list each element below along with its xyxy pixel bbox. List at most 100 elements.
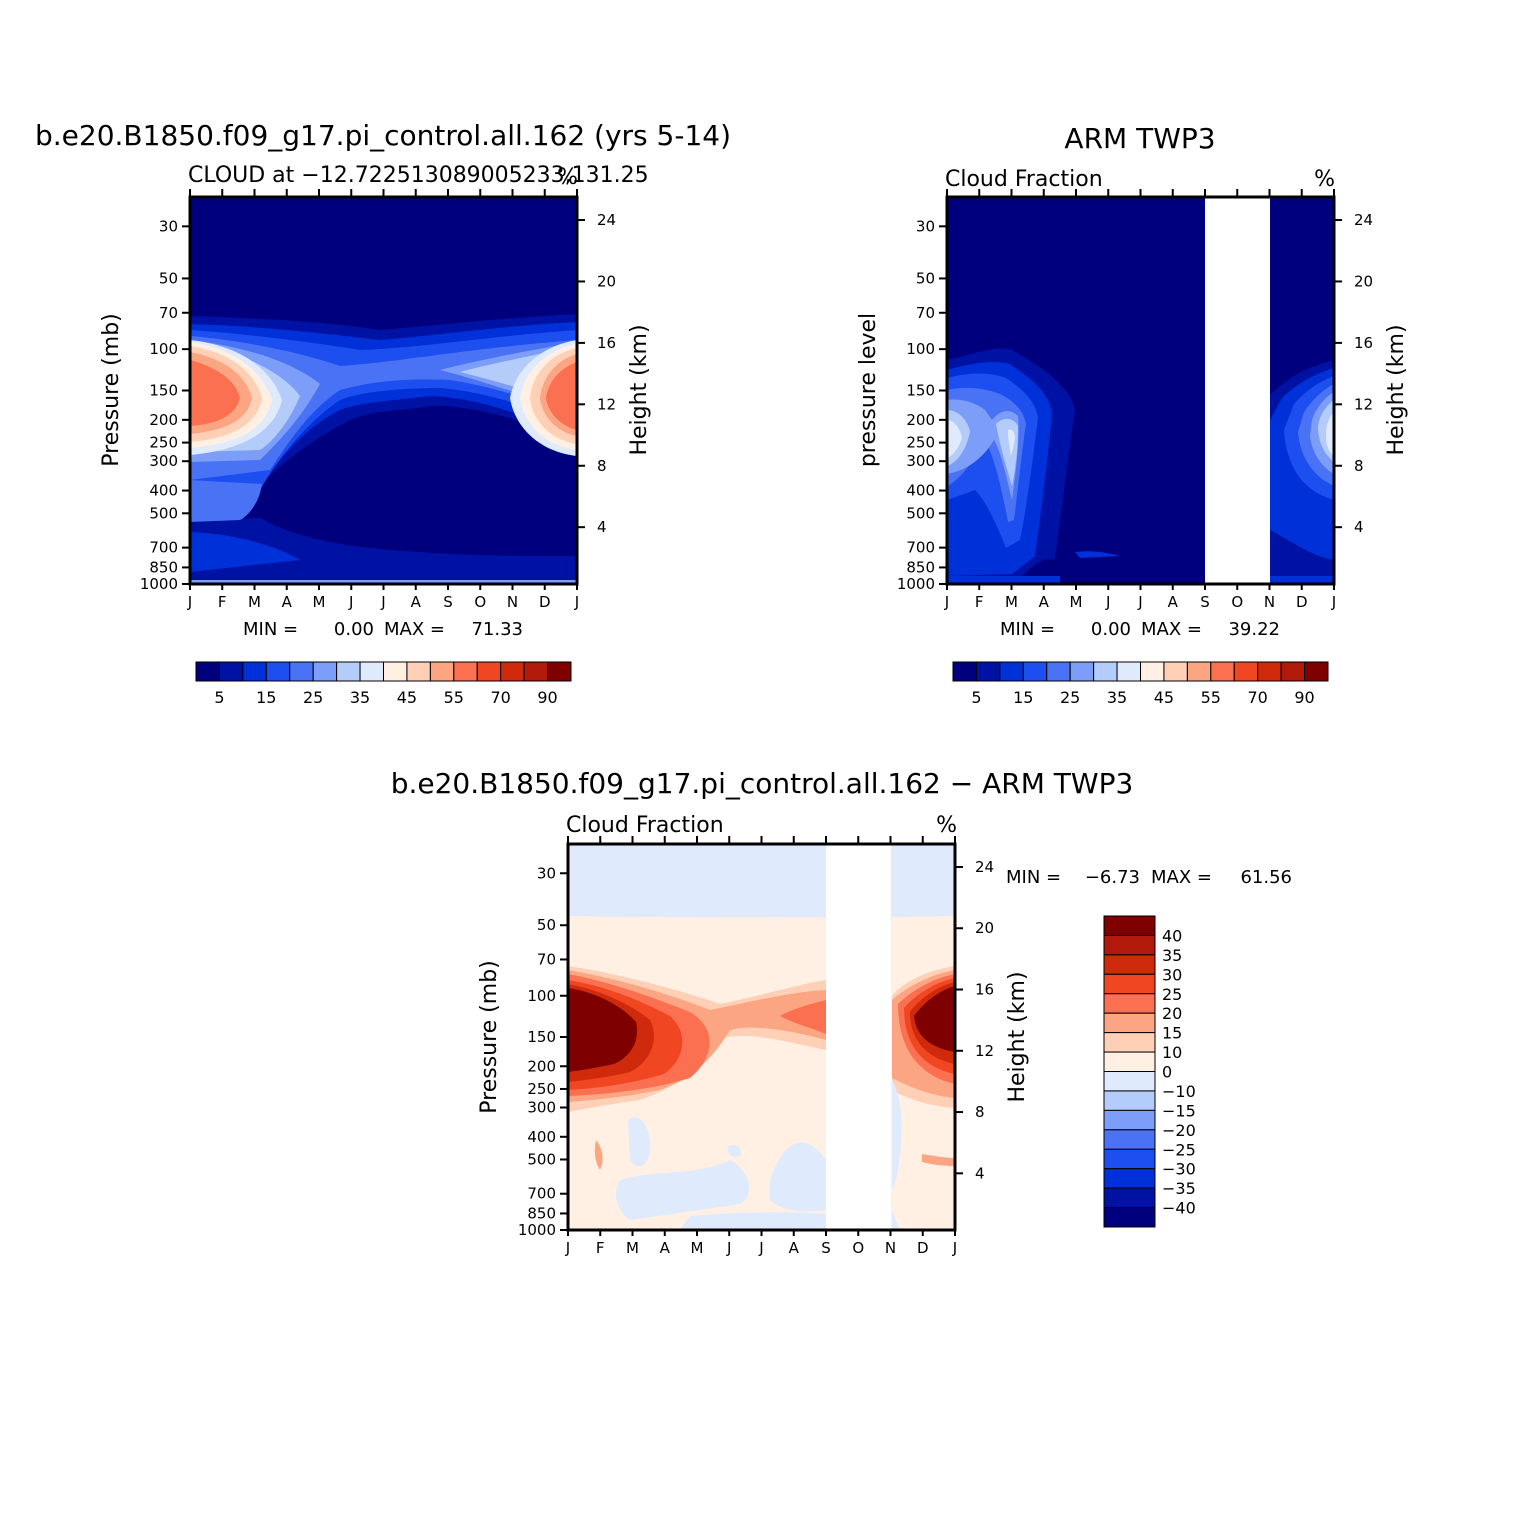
pressure-tick-label: 100 — [527, 987, 556, 1005]
panel-diff-units: % — [936, 813, 957, 838]
colorbar-swatch — [1093, 661, 1118, 682]
pressure-tick-label: 100 — [906, 340, 935, 358]
pressure-tick-label: 150 — [906, 382, 935, 400]
pressure-tick-label: 700 — [149, 539, 178, 557]
colorbar-swatch — [1103, 1071, 1156, 1092]
month-tick-label: J — [758, 1239, 763, 1257]
height-tick-label: 24 — [975, 858, 994, 876]
pressure-tick-label: 500 — [149, 504, 178, 522]
month-tick-label: J — [944, 593, 949, 611]
colorbar-swatch — [999, 661, 1024, 682]
colorbar-swatch — [242, 661, 267, 682]
pressure-tick-label: 300 — [527, 1099, 556, 1117]
month-tick-label: S — [443, 593, 453, 611]
pressure-tick-label: 70 — [159, 304, 178, 322]
panel-diff-min-value: −6.73 — [1085, 867, 1140, 888]
month-tick-label: A — [1168, 593, 1179, 611]
panel-obs: ARM TWP3 Cloud Fraction % — [856, 122, 1409, 707]
colorbar-label: 45 — [1154, 688, 1174, 707]
colorbar-swatch — [359, 661, 384, 682]
height-tick-label: 8 — [975, 1103, 985, 1121]
pressure-tick-label: 700 — [906, 539, 935, 557]
month-tick-label: O — [1231, 593, 1243, 611]
colorbar-swatch — [1280, 661, 1306, 682]
colorbar-swatch — [1103, 915, 1156, 936]
panel-model-units: % — [557, 165, 578, 190]
colorbar-swatch — [952, 661, 977, 682]
pressure-tick-label: 400 — [906, 482, 935, 500]
colorbar-swatch — [406, 661, 431, 682]
month-tick-label: N — [507, 593, 518, 611]
panel-model-colorbar: 5 15 25 35 45 55 70 90 — [195, 661, 572, 707]
colorbar-swatch — [1103, 934, 1156, 956]
colorbar-label: −25 — [1162, 1140, 1196, 1159]
pressure-tick-label: 250 — [527, 1080, 556, 1098]
panel-model-max-label: MAX = — [384, 619, 445, 640]
pressure-tick-label: 30 — [916, 217, 935, 235]
panel-obs-height-axis: 24 20 16 12 8 4 — [1334, 211, 1373, 536]
colorbar-label: −30 — [1162, 1160, 1196, 1179]
colorbar-swatch — [312, 661, 338, 682]
colorbar-swatch — [1140, 661, 1165, 682]
pressure-tick-label: 400 — [527, 1128, 556, 1146]
colorbar-swatch — [383, 661, 408, 682]
colorbar-swatch — [1046, 661, 1071, 682]
panel-obs-colorbar: 5 15 25 35 45 55 70 90 — [952, 661, 1329, 707]
colorbar-label: 15 — [1162, 1024, 1182, 1043]
colorbar-swatch — [1103, 1051, 1156, 1072]
panel-obs-min-label: MIN = — [1000, 619, 1055, 640]
month-tick-label: D — [539, 593, 551, 611]
month-tick-label: J — [952, 1239, 957, 1257]
pressure-tick-label: 150 — [149, 382, 178, 400]
colorbar-label: 35 — [1107, 688, 1127, 707]
colorbar-swatch — [476, 661, 502, 682]
panel-model-min-value: 0.00 — [334, 619, 374, 640]
colorbar-label: 25 — [303, 688, 323, 707]
month-tick-label: M — [1070, 593, 1083, 611]
height-tick-label: 20 — [597, 272, 616, 290]
colorbar-swatch — [1257, 661, 1282, 682]
panel-model-title: b.e20.B1850.f09_g17.pi_control.all.162 (… — [35, 119, 731, 152]
colorbar-swatch — [975, 661, 1001, 682]
panel-model-field — [190, 197, 577, 584]
colorbar-swatch — [336, 661, 361, 682]
colorbar-swatch — [500, 661, 525, 682]
panel-diff-field — [568, 844, 955, 1230]
panel-diff-ylabel: Pressure (mb) — [477, 960, 502, 1114]
colorbar-label: −35 — [1162, 1179, 1196, 1198]
panel-obs-subtitle: Cloud Fraction — [945, 167, 1103, 192]
colorbar-label: 35 — [1162, 946, 1182, 965]
panel-obs-max-label: MAX = — [1141, 619, 1202, 640]
colorbar-label: 0 — [1162, 1063, 1172, 1082]
colorbar-swatch — [1103, 1207, 1156, 1228]
month-tick-label: J — [348, 593, 353, 611]
pressure-tick-label: 70 — [537, 950, 556, 968]
month-tick-label: M — [1005, 593, 1018, 611]
month-tick-label: J — [1331, 593, 1336, 611]
pressure-tick-label: 300 — [906, 452, 935, 470]
colorbar-swatch — [1103, 1090, 1156, 1111]
month-tick-label: A — [411, 593, 422, 611]
month-tick-label: J — [187, 593, 192, 611]
colorbar-label: 5 — [214, 688, 224, 707]
pressure-tick-label: 700 — [527, 1185, 556, 1203]
colorbar-swatch — [1210, 661, 1235, 682]
panel-model-ylabel-right: Height (km) — [627, 324, 652, 455]
height-tick-label: 16 — [597, 334, 616, 352]
pressure-tick-label: 70 — [916, 304, 935, 322]
colorbar-swatch — [1103, 1109, 1156, 1131]
panel-obs-min-value: 0.00 — [1091, 619, 1131, 640]
colorbar-swatch — [1116, 661, 1141, 682]
colorbar-label: 90 — [1294, 688, 1314, 707]
height-tick-label: 24 — [597, 211, 616, 229]
panel-diff-ylabel-right: Height (km) — [1005, 971, 1030, 1102]
colorbar-label: −20 — [1162, 1121, 1196, 1140]
height-tick-label: 4 — [597, 518, 607, 536]
colorbar-swatch — [1103, 993, 1156, 1014]
colorbar-label: 25 — [1060, 688, 1080, 707]
month-tick-label: J — [1105, 593, 1110, 611]
colorbar-label: 90 — [537, 688, 557, 707]
